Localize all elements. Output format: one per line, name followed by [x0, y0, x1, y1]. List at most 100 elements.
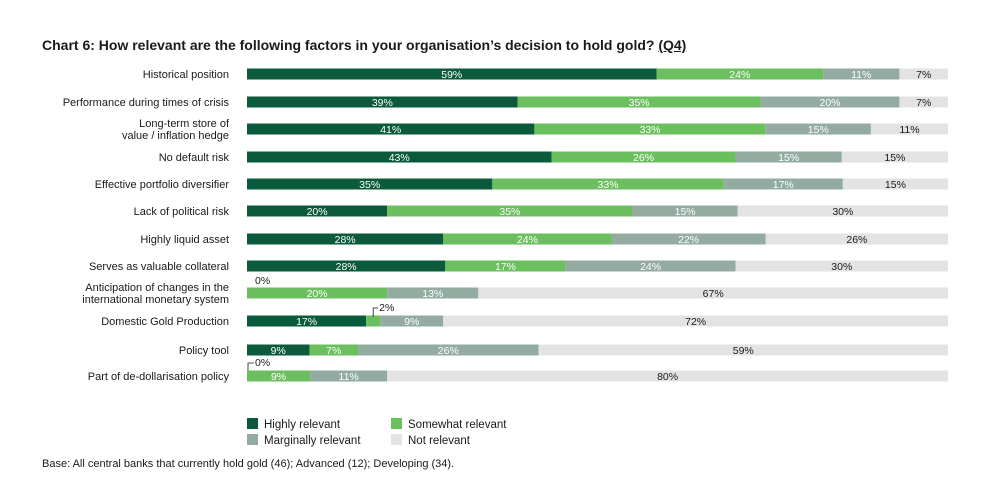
data-label: 24% [640, 261, 661, 273]
bar-segment [366, 315, 381, 327]
category-label: Long-term store of [139, 118, 230, 130]
bar-segment [387, 205, 633, 217]
data-label: 33% [598, 179, 619, 191]
data-label: 9% [271, 345, 286, 357]
data-label: 35% [499, 206, 520, 218]
stacked-bar-chart: Historical position 59% 24% 11% 7%Performanc… [63, 68, 948, 383]
bar-segment [443, 315, 948, 327]
legend-label-highly: Highly relevant [264, 419, 341, 431]
bar-segment [765, 233, 948, 245]
bar-segment [534, 123, 766, 135]
category-label: Performance during times of crisis [63, 97, 230, 109]
data-label: 20% [307, 206, 328, 218]
bar-segment [565, 260, 736, 272]
data-label: 7% [916, 69, 931, 81]
data-label: 72% [685, 316, 706, 328]
data-label: 35% [629, 97, 650, 109]
data-label: 80% [657, 371, 678, 383]
legend-swatch-highly [247, 418, 258, 429]
data-label: 11% [899, 124, 919, 136]
bar-segment [760, 96, 900, 108]
category-label: Lack of political risk [134, 206, 230, 218]
data-label: 24% [517, 234, 538, 246]
bar-segment [899, 96, 948, 108]
data-label: 9% [271, 371, 286, 383]
bar-row: No default risk 43% 26% 15% 15% [159, 151, 948, 164]
legend-swatch-somewhat [391, 418, 402, 429]
data-label: 67% [703, 288, 724, 300]
data-label: 9% [404, 316, 419, 328]
data-label: 39% [372, 97, 393, 109]
legend-label-marginally: Marginally relevant [264, 435, 361, 447]
data-label: 7% [916, 97, 931, 109]
bar-segment [842, 178, 948, 190]
data-label: 13% [422, 288, 443, 300]
bar-segment [247, 287, 388, 299]
data-label: 7% [326, 345, 341, 357]
bar-segment [247, 68, 657, 80]
data-label: 43% [389, 152, 410, 164]
bar-segment [765, 123, 871, 135]
category-label: Highly liquid asset [140, 234, 229, 246]
legend-swatch-not [391, 434, 402, 445]
bar-segment [358, 344, 539, 356]
bar-segment [387, 370, 948, 382]
category-label: Part of de-dollarisation policy [88, 371, 230, 383]
bar-segment [309, 344, 359, 356]
data-label: 28% [336, 261, 357, 273]
bar-segment [445, 260, 566, 272]
data-label: 11% [851, 69, 871, 81]
bar-segment [841, 151, 948, 163]
bar-segment [247, 315, 367, 327]
data-label: 22% [678, 234, 699, 246]
bar-segment [611, 233, 766, 245]
legend-item-highly: Highly relevant [247, 418, 340, 431]
bar-segment [247, 260, 446, 272]
data-label: 30% [831, 261, 852, 273]
bar-segment [310, 370, 388, 382]
legend-label-not: Not relevant [408, 435, 471, 447]
category-label: Serves as valuable collateral [89, 261, 229, 273]
data-label: 20% [820, 97, 841, 109]
bar-row: Performance during times of crisis 39% 35%… [63, 96, 948, 109]
data-label: 0% [255, 275, 270, 287]
bar-segment [870, 123, 948, 135]
data-label: 0% [255, 357, 270, 369]
data-label: 17% [773, 179, 794, 191]
data-label: 11% [339, 371, 359, 383]
data-label: 33% [640, 124, 661, 136]
legend-item-somewhat: Somewhat relevant [391, 418, 506, 431]
category-label: Historical position [143, 69, 229, 81]
category-label: value / inflation hedge [122, 130, 229, 142]
data-label: 59% [733, 345, 754, 357]
footnote: Base: All central banks that currently h… [42, 458, 455, 470]
data-label: 26% [438, 345, 459, 357]
bar-row: Policy tool 9% 7% 26% 59% [179, 344, 948, 357]
bar-row: Highly liquid asset 28% 24% 22% 26% [140, 233, 948, 246]
bar-segment [538, 344, 948, 356]
bar-segment [735, 260, 948, 272]
bar-row: Historical position 59% 24% 11% 7% [143, 68, 948, 81]
bar-segment [247, 344, 310, 356]
data-label: 30% [832, 206, 853, 218]
data-label: 24% [729, 69, 750, 81]
data-label: 15% [778, 152, 799, 164]
bar-segment [247, 123, 535, 135]
bar-segment [247, 178, 493, 190]
label-leader-line [247, 362, 254, 372]
data-label: 35% [359, 179, 380, 191]
bar-row: Part of de-dollarisation policy 0%9% 11% 80… [88, 357, 948, 383]
data-label: 20% [307, 288, 328, 300]
bar-segment [632, 205, 738, 217]
bar-row: Domestic Gold Production 17% 2% 9% 72% [101, 302, 948, 328]
bar-row: Lack of political risk 20% 35% 15% 30% [134, 205, 948, 218]
data-label: 15% [884, 152, 905, 164]
category-label: Effective portfolio diversifier [95, 179, 230, 191]
data-label: 2% [379, 302, 394, 314]
data-label: 15% [885, 179, 906, 191]
legend-label-somewhat: Somewhat relevant [408, 419, 507, 431]
bar-segment [492, 178, 724, 190]
category-label: No default risk [159, 152, 230, 164]
data-label: 26% [846, 234, 867, 246]
